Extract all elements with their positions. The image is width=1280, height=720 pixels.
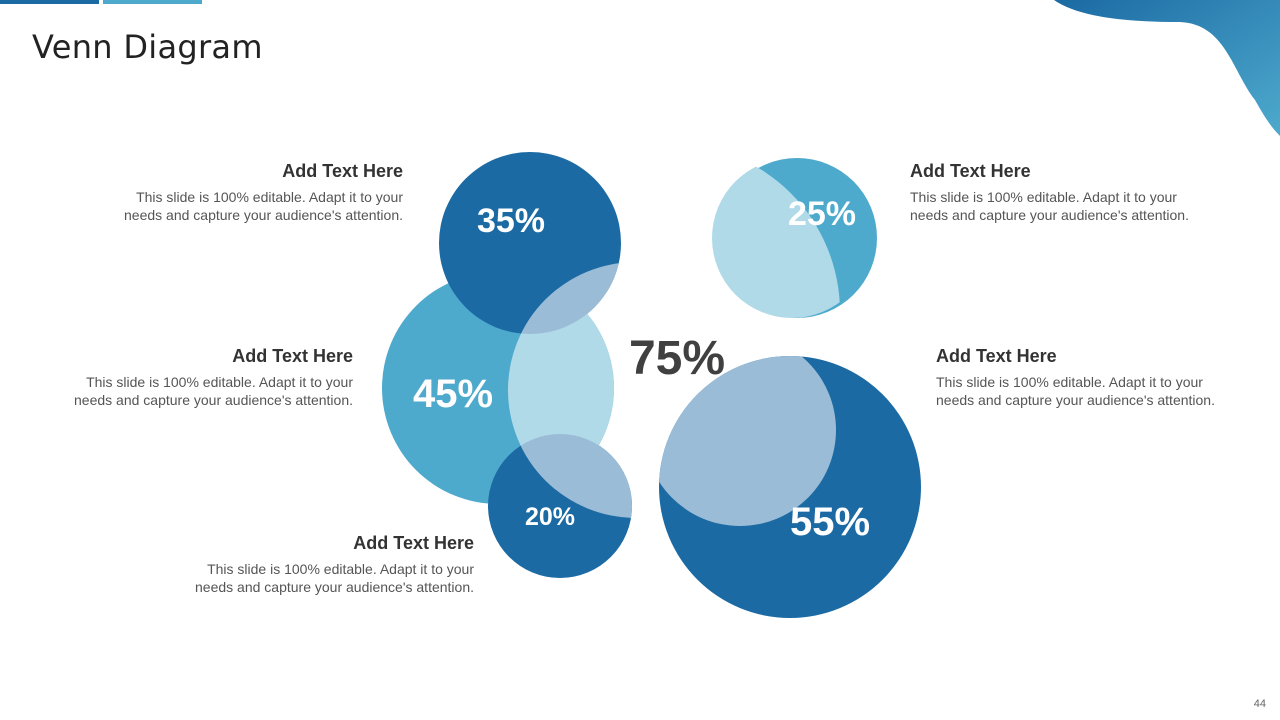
text-block-35: Add Text Here This slide is 100% editabl… (83, 160, 403, 224)
corner-wave-decoration (1054, 0, 1280, 136)
label-35: 35% (477, 202, 545, 240)
text-block-heading: Add Text Here (232, 346, 353, 366)
label-20: 20% (525, 503, 575, 531)
text-block-body: This slide is 100% editable. Adapt it to… (74, 374, 353, 408)
page-title: Venn Diagram (32, 28, 263, 66)
top-accent-bar-light (103, 0, 202, 4)
page-number: 44 (1253, 698, 1266, 710)
text-block-body: This slide is 100% editable. Adapt it to… (195, 561, 474, 595)
label-25: 25% (788, 195, 856, 233)
text-block-heading: Add Text Here (282, 161, 403, 181)
lens-25 (712, 158, 840, 318)
text-block-heading: Add Text Here (936, 346, 1057, 366)
text-block-45: Add Text Here This slide is 100% editabl… (33, 345, 353, 409)
text-block-55: Add Text Here This slide is 100% editabl… (936, 345, 1256, 409)
center-label-75: 75% (629, 332, 725, 385)
text-block-body: This slide is 100% editable. Adapt it to… (124, 189, 403, 223)
text-block-body: This slide is 100% editable. Adapt it to… (936, 374, 1215, 408)
text-block-heading: Add Text Here (353, 533, 474, 553)
top-accent-bar-dark (0, 0, 99, 4)
label-55: 55% (790, 500, 870, 544)
text-block-25: Add Text Here This slide is 100% editabl… (910, 160, 1230, 224)
label-45: 45% (413, 372, 493, 416)
text-block-body: This slide is 100% editable. Adapt it to… (910, 189, 1189, 223)
text-block-heading: Add Text Here (910, 161, 1031, 181)
overlap-20 (508, 434, 632, 518)
text-block-20: Add Text Here This slide is 100% editabl… (154, 532, 474, 596)
